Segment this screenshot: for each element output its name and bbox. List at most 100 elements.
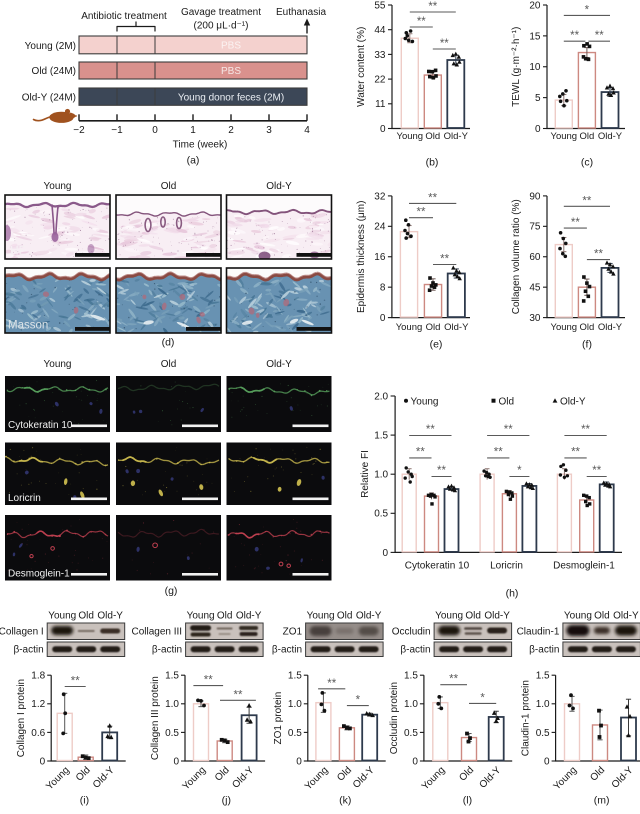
svg-text:0.5: 0.5 xyxy=(404,728,418,739)
svg-text:1.0: 1.0 xyxy=(165,699,179,710)
svg-text:1.2: 1.2 xyxy=(31,699,45,710)
svg-text:16: 16 xyxy=(374,252,386,263)
svg-text:0: 0 xyxy=(383,548,389,559)
svg-text:Young: Young xyxy=(396,131,423,142)
svg-text:Old-Y: Old-Y xyxy=(598,131,623,142)
svg-text:30: 30 xyxy=(529,313,541,324)
svg-text:(j): (j) xyxy=(222,795,231,807)
svg-text:Collagen I protein: Collagen I protein xyxy=(16,679,27,757)
svg-text:Masson: Masson xyxy=(8,320,48,332)
svg-text:4: 4 xyxy=(304,125,310,136)
svg-text:**: ** xyxy=(571,217,580,229)
svg-text:Cytokeratin 10: Cytokeratin 10 xyxy=(405,561,470,572)
svg-text:Young donor feces (2M): Young donor feces (2M) xyxy=(178,92,284,103)
svg-text:**: ** xyxy=(504,424,513,436)
svg-text:0: 0 xyxy=(296,756,302,767)
svg-text:0.6: 0.6 xyxy=(31,728,45,739)
svg-text:Epidermis thickness (μm): Epidermis thickness (μm) xyxy=(356,201,367,313)
svg-text:(f): (f) xyxy=(582,339,592,351)
svg-text:**: ** xyxy=(571,446,580,458)
svg-text:**: ** xyxy=(582,195,591,207)
svg-text:0: 0 xyxy=(380,313,386,324)
svg-text:Relative FI: Relative FI xyxy=(360,450,371,498)
svg-text:1.0: 1.0 xyxy=(288,699,302,710)
svg-text:(c): (c) xyxy=(581,157,593,169)
svg-text:Old-Y: Old-Y xyxy=(351,765,377,791)
svg-text:Claudin-1 protein: Claudin-1 protein xyxy=(521,680,532,756)
svg-text:Young: Young xyxy=(181,765,209,793)
svg-text:Old-Y: Old-Y xyxy=(444,131,469,142)
svg-text:Young: Young xyxy=(44,359,72,370)
svg-text:(g): (g) xyxy=(165,585,178,597)
svg-text:55: 55 xyxy=(374,0,386,11)
svg-text:**: ** xyxy=(440,254,449,266)
svg-text:1.0: 1.0 xyxy=(404,699,418,710)
svg-text:*: * xyxy=(517,465,522,477)
svg-text:Loricrin: Loricrin xyxy=(8,493,41,504)
svg-text:1.5: 1.5 xyxy=(165,671,179,682)
svg-text:Old: Old xyxy=(580,131,595,142)
svg-text:(k): (k) xyxy=(339,795,351,807)
svg-text:Old-Y: Old-Y xyxy=(97,611,123,622)
svg-text:**: ** xyxy=(428,192,437,204)
svg-text:Young: Young xyxy=(396,322,423,333)
svg-text:Time (week): Time (week) xyxy=(173,140,228,151)
svg-text:**: ** xyxy=(592,465,601,477)
svg-text:PBS: PBS xyxy=(221,66,241,77)
svg-text:−1: −1 xyxy=(111,125,123,136)
svg-text:Water content (%): Water content (%) xyxy=(356,27,367,107)
svg-text:TEWL (g·m⁻²·h⁻¹): TEWL (g·m⁻²·h⁻¹) xyxy=(511,27,522,107)
svg-text:Collagen III: Collagen III xyxy=(132,627,183,638)
svg-text:15: 15 xyxy=(529,31,541,42)
svg-text:(b): (b) xyxy=(426,157,439,169)
svg-text:Gavage treatment: Gavage treatment xyxy=(181,7,261,18)
svg-text:10: 10 xyxy=(529,62,541,73)
svg-text:0: 0 xyxy=(380,124,386,135)
svg-text:Collagen I: Collagen I xyxy=(0,627,44,638)
svg-text:Young: Young xyxy=(44,765,72,793)
svg-text:Old-Y: Old-Y xyxy=(613,611,639,622)
svg-text:**: ** xyxy=(595,30,604,42)
svg-text:**: ** xyxy=(204,675,213,687)
svg-text:Old: Old xyxy=(78,611,94,622)
svg-text:75: 75 xyxy=(529,222,541,233)
svg-text:Young: Young xyxy=(307,611,335,622)
svg-text:Desmoglein-1: Desmoglein-1 xyxy=(8,569,70,580)
svg-text:Young: Young xyxy=(187,611,215,622)
svg-text:(i): (i) xyxy=(80,795,89,807)
svg-text:Old: Old xyxy=(337,611,353,622)
svg-text:**: ** xyxy=(440,38,449,50)
svg-text:Young: Young xyxy=(411,396,439,407)
svg-text:**: ** xyxy=(494,446,503,458)
svg-text:**: ** xyxy=(233,689,242,701)
svg-text:Old: Old xyxy=(74,765,93,784)
svg-text:Old: Old xyxy=(588,765,607,784)
svg-text:β-actin: β-actin xyxy=(152,645,182,656)
svg-text:0.5: 0.5 xyxy=(165,728,179,739)
svg-text:**: ** xyxy=(327,678,336,690)
svg-text:**: ** xyxy=(449,674,458,686)
svg-text:0: 0 xyxy=(173,756,179,767)
svg-text:0.5: 0.5 xyxy=(536,728,550,739)
svg-text:Young: Young xyxy=(44,181,72,192)
svg-text:44: 44 xyxy=(374,25,386,36)
svg-text:Old: Old xyxy=(580,322,595,333)
svg-text:1: 1 xyxy=(190,125,196,136)
svg-text:Old: Old xyxy=(161,181,177,192)
svg-text:Old: Old xyxy=(425,131,440,142)
svg-text:1.0: 1.0 xyxy=(374,470,388,481)
svg-text:ZO1: ZO1 xyxy=(283,627,303,638)
svg-text:8: 8 xyxy=(380,283,386,294)
svg-text:0: 0 xyxy=(40,756,46,767)
svg-text:Old-Y (24M): Old-Y (24M) xyxy=(22,92,76,103)
svg-text:*: * xyxy=(356,695,361,707)
svg-text:(a): (a) xyxy=(187,155,200,167)
svg-text:(h): (h) xyxy=(506,588,519,600)
svg-text:Old-Y: Old-Y xyxy=(230,765,256,791)
svg-text:β-actin: β-actin xyxy=(529,645,559,656)
svg-text:**: ** xyxy=(437,465,446,477)
svg-text:Old: Old xyxy=(499,396,515,407)
svg-text:0: 0 xyxy=(412,756,418,767)
svg-text:*: * xyxy=(480,692,485,704)
svg-text:22: 22 xyxy=(374,75,386,86)
